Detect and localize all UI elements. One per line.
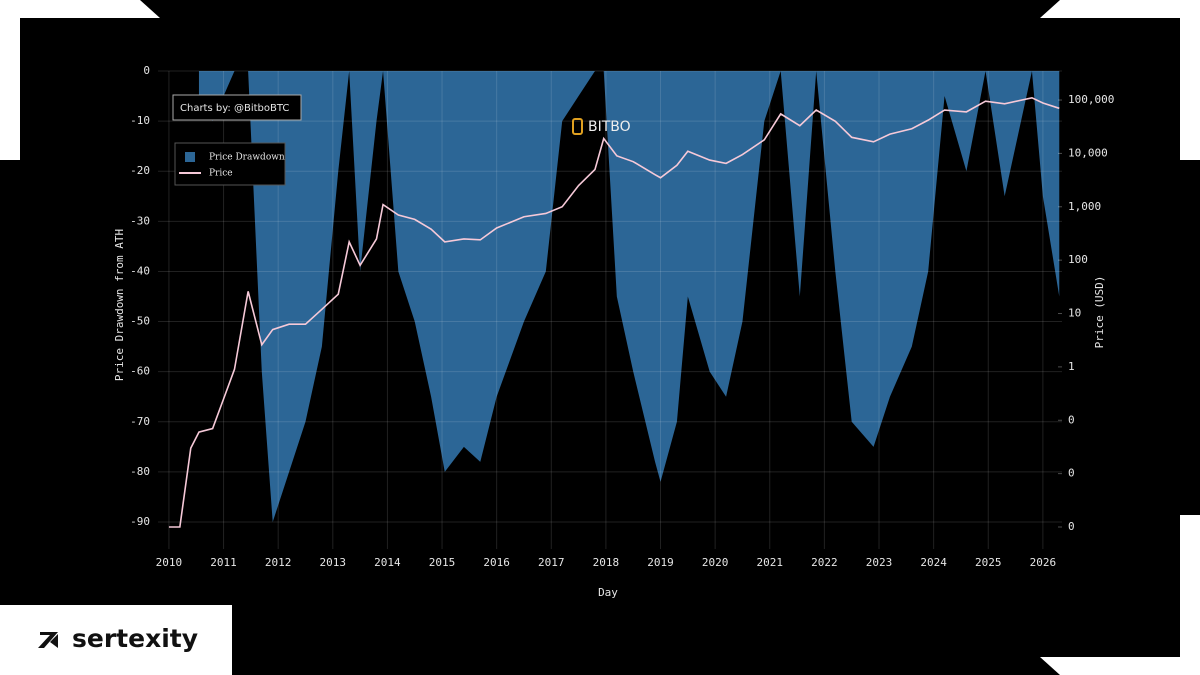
- brand-box: [0, 605, 232, 675]
- legend-label: Price Drawdown: [209, 153, 285, 163]
- x-tick-label: 2013: [320, 556, 347, 569]
- x-tick-label: 2014: [374, 556, 401, 569]
- y2-tick-label: 1,000: [1068, 200, 1101, 213]
- brand-name: sertexity: [72, 624, 198, 653]
- brand-icon: [38, 632, 58, 648]
- price-line: [168, 96, 1060, 528]
- y-tick-label: 0: [143, 64, 150, 77]
- x-tick-label: 2015: [429, 556, 456, 569]
- x-tick-label: 2010: [156, 556, 183, 569]
- y-tick-label: -90: [130, 515, 150, 528]
- x-tick-label: 2011: [210, 556, 237, 569]
- annotation-box: [172, 94, 302, 121]
- legend-swatch: [185, 152, 195, 162]
- y-tick-label: -50: [130, 315, 150, 328]
- annotation: Charts by: @BitboBTC: [180, 103, 289, 114]
- y2-tick-label: 10: [1068, 307, 1081, 320]
- legend-box: [174, 142, 286, 186]
- x-tick-label: 2017: [538, 556, 565, 569]
- x-tick-label: 2022: [811, 556, 838, 569]
- plot: [158, 70, 1062, 549]
- y2-tick-label: 0: [1068, 467, 1075, 480]
- y-tick-label: -30: [130, 214, 150, 227]
- x-axis-title: Day: [598, 586, 618, 599]
- y2-tick-label: 100,000: [1068, 93, 1114, 106]
- y-tick-label: -60: [130, 365, 150, 378]
- x-tick-label: 2025: [975, 556, 1002, 569]
- y2-tick-label: 0: [1068, 520, 1075, 533]
- y2-axis-title: Price (USD): [1093, 276, 1106, 349]
- x-tick-label: 2012: [265, 556, 292, 569]
- x-tick-label: 2024: [920, 556, 947, 569]
- corner-decoration: [1040, 0, 1200, 160]
- y2-tick-label: 1: [1068, 360, 1075, 373]
- drawdown-area: [198, 71, 1060, 522]
- x-tick-label: 2021: [757, 556, 784, 569]
- x-tick-label: 2020: [702, 556, 729, 569]
- y2-tick-label: 0: [1068, 413, 1075, 426]
- logo-icon: [572, 118, 583, 135]
- x-tick-label: 2023: [866, 556, 893, 569]
- y-axis-title: Price Drawdown from ATH: [113, 229, 126, 381]
- x-tick-label: 2019: [647, 556, 674, 569]
- y-tick-label: -40: [130, 264, 150, 277]
- legend-label: Price: [209, 169, 233, 179]
- y-tick-label: -20: [130, 164, 150, 177]
- x-tick-label: 2016: [483, 556, 510, 569]
- x-tick-label: 2018: [593, 556, 620, 569]
- y-tick-label: -70: [130, 415, 150, 428]
- y2-tick-label: 10,000: [1068, 146, 1108, 159]
- y-tick-label: -80: [130, 465, 150, 478]
- x-tick-label: 2026: [1030, 556, 1057, 569]
- y-tick-label: -10: [130, 114, 150, 127]
- y2-tick-label: 100: [1068, 253, 1088, 266]
- corner-decoration: [0, 0, 160, 160]
- logo: BITBO: [588, 119, 631, 135]
- corner-decoration: [1040, 515, 1200, 675]
